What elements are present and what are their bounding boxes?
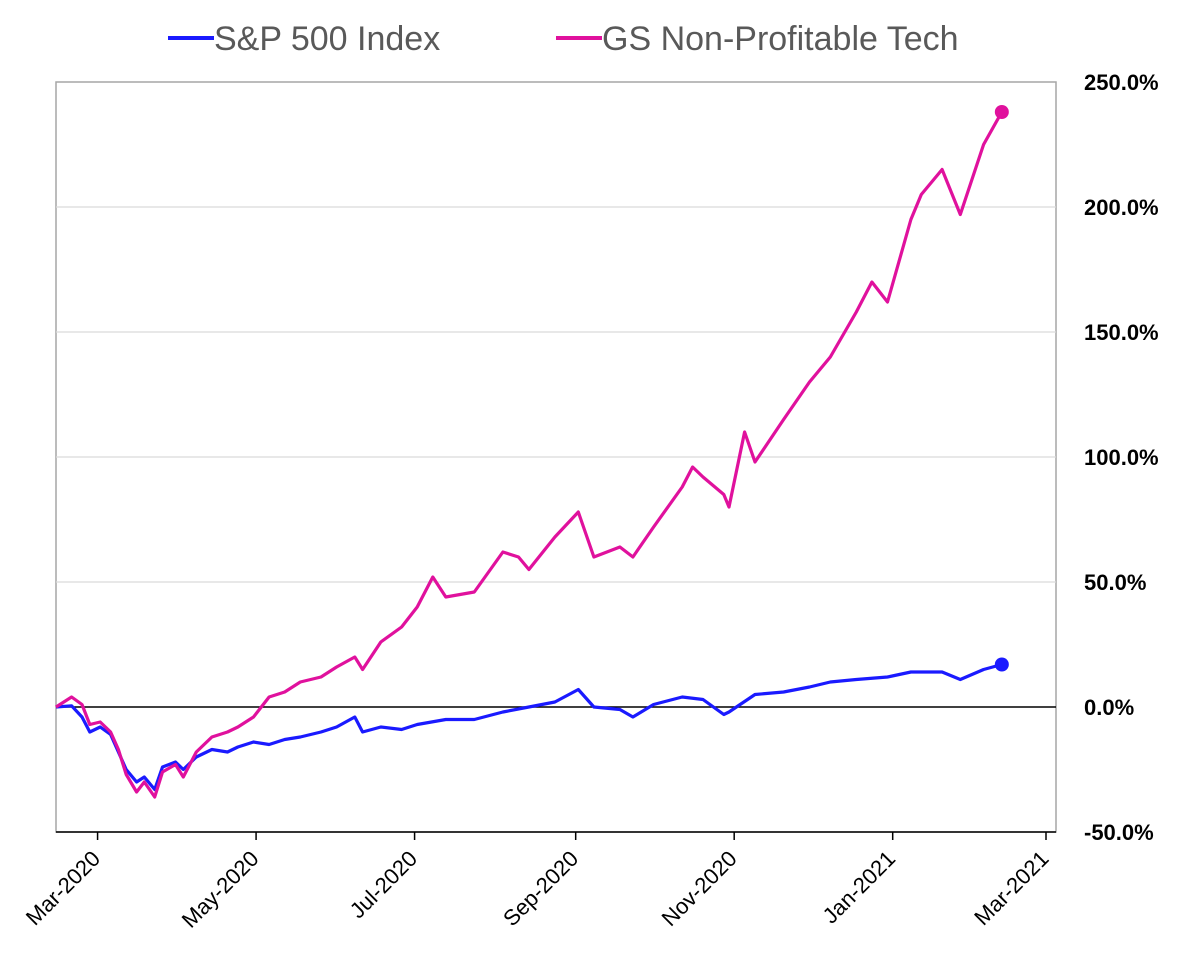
legend: S&P 500 Index GS Non-Profitable Tech xyxy=(168,20,959,58)
y-axis-ticks: 250.0% 200.0% 150.0% 100.0% 50.0% 0.0% -50.0% xyxy=(1084,70,1159,845)
x-tick-label: Jul-2020 xyxy=(345,846,422,923)
y-tick-label: -50.0% xyxy=(1084,820,1154,845)
x-tick-label: Mar-2021 xyxy=(969,846,1053,930)
legend-label-sp500: S&P 500 Index xyxy=(214,20,440,58)
y-tick-label: 50.0% xyxy=(1084,570,1146,595)
y-tick-label: 150.0% xyxy=(1084,320,1159,345)
y-tick-label: 200.0% xyxy=(1084,195,1159,220)
series-end-marker-0 xyxy=(994,657,1009,672)
x-tick-label: May-2020 xyxy=(177,846,264,933)
series-line-0 xyxy=(55,662,1003,792)
y-tick-label: 250.0% xyxy=(1084,70,1159,95)
x-tick-label: Jan-2021 xyxy=(818,846,901,929)
x-tick-label: Mar-2020 xyxy=(21,846,105,930)
series-end-marker-1 xyxy=(994,105,1009,119)
x-axis: Mar-2020 May-2020 Jul-2020 Sep-2020 Nov-2020… xyxy=(21,831,1056,933)
gridlines xyxy=(56,206,1056,583)
x-tick-label: Sep-2020 xyxy=(498,846,583,931)
x-tick-label: Nov-2020 xyxy=(657,846,742,931)
y-tick-label: 0.0% xyxy=(1084,695,1134,720)
legend-label-gs-nonprofitable-tech: GS Non-Profitable Tech xyxy=(602,20,959,58)
series-lines xyxy=(55,105,1009,799)
y-tick-label: 100.0% xyxy=(1084,445,1159,470)
series-line-1 xyxy=(55,111,1004,799)
